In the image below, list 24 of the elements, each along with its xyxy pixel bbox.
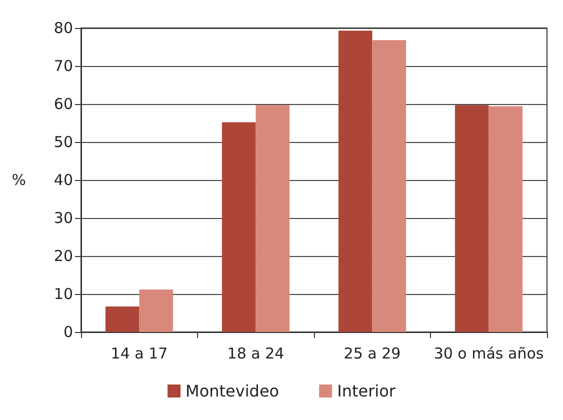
x-tick-label: 14 a 17 <box>110 344 168 362</box>
y-tick-label: 70 <box>54 57 73 75</box>
y-axis-title: % <box>12 171 26 189</box>
y-tick-label: 80 <box>54 19 73 37</box>
y-tick-label: 0 <box>63 323 73 341</box>
bar <box>105 306 140 332</box>
bar <box>372 40 406 332</box>
bar <box>454 105 489 332</box>
bar <box>338 30 372 332</box>
legend-label: Montevideo <box>186 382 280 400</box>
y-tick-label: 50 <box>54 133 73 151</box>
y-tick-label: 60 <box>54 95 73 113</box>
x-tick-label: 25 a 29 <box>344 344 401 362</box>
bar <box>139 289 174 332</box>
y-tick-label: 10 <box>54 285 73 303</box>
y-tick-label: 30 <box>54 209 73 227</box>
bar <box>488 106 523 332</box>
y-tick-label: 40 <box>54 171 73 189</box>
bar <box>222 122 256 332</box>
x-tick-label: 30 o más años <box>434 344 544 362</box>
legend-label: Interior <box>337 382 396 400</box>
x-tick-label: 18 a 24 <box>227 344 284 362</box>
y-tick-label: 20 <box>54 247 73 265</box>
bar <box>256 105 290 332</box>
